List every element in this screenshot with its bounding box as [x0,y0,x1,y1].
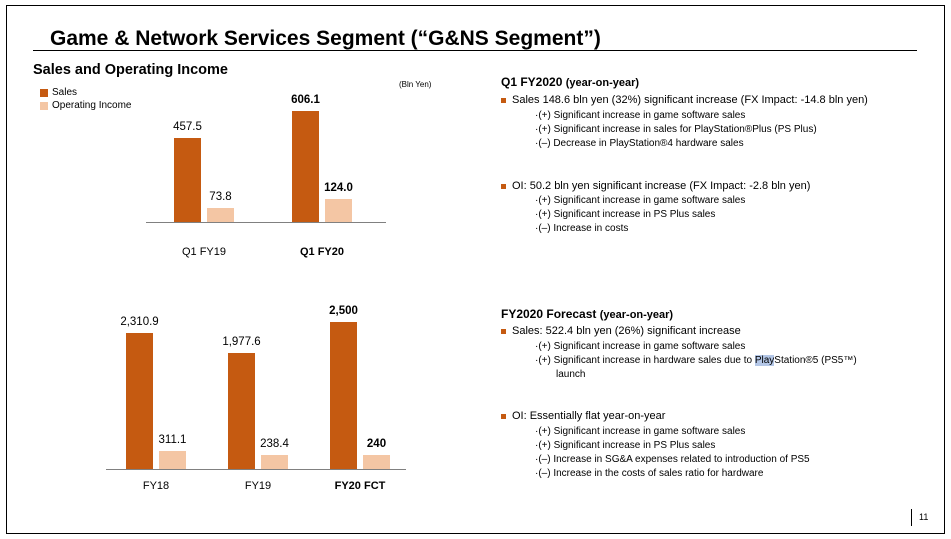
bar-operating-income [207,208,234,222]
bar-sales [330,322,357,469]
list-item: ·(–) Increase in costs [535,223,629,234]
category-label: Q1 FY20 [299,246,345,258]
q1-sales-bullet: Sales 148.6 bln yen (32%) significant in… [501,94,868,106]
data-label: 240 [366,438,387,450]
bar-operating-income [159,451,186,469]
bar-operating-income [261,455,288,469]
fy-sales-list: ·(+) Significant increase in game softwa… [535,340,857,382]
chart-baseline [146,222,386,223]
category-label: FY18 [142,480,170,492]
chart-legend: Sales Operating Income [40,86,132,112]
list-item: ·(+) Significant increase in PS Plus sal… [535,209,716,220]
q1-oi-text: OI: 50.2 bln yen significant increase (F… [512,180,811,192]
chart-baseline [106,469,406,470]
bullet-square-icon [501,183,506,189]
fy-heading-title: FY2020 Forecast [501,307,597,321]
fy-oi-list: ·(+) Significant increase in game softwa… [535,425,810,481]
unit-label: (Bln Yen) [399,80,432,89]
q1-oi-list: ·(+) Significant increase in game softwa… [535,194,745,236]
q1-oi-bullet: OI: 50.2 bln yen significant increase (F… [501,180,810,192]
list-item: ·(+) Significant increase in PS Plus sal… [535,440,716,451]
list-item-text: ·(+) Significant increase in hardware sa… [535,355,755,366]
data-label: 1,977.6 [222,336,261,348]
q1-heading-suffix: (year-on-year) [565,77,640,89]
bar-sales [174,138,201,222]
q1-heading: Q1 FY2020 (year-on-year) [501,75,639,89]
slide-frame [6,5,945,534]
page-number: 11 [919,512,929,522]
legend-swatch-sales [40,88,48,97]
data-label: 2,310.9 [120,316,159,328]
data-label: 73.8 [209,191,232,203]
section-title: Sales and Operating Income [33,62,228,78]
list-item: ·(+) Significant increase in hardware sa… [535,354,857,368]
title-divider [33,50,917,51]
data-label: 311.1 [158,434,187,446]
slide-title: Game & Network Services Segment (“G&NS S… [50,27,601,50]
category-label: Q1 FY19 [181,246,227,258]
list-item: ·(–) Increase in the costs of sales rati… [535,468,764,479]
fy-oi-text: OI: Essentially flat year-on-year [512,410,666,422]
data-label: 124.0 [324,182,353,194]
page-number-divider [911,509,912,526]
list-item: ·(+) Significant increase in game softwa… [535,341,746,352]
list-item: ·(+) Significant increase in game softwa… [535,426,746,437]
category-label: FY20 FCT [334,480,386,492]
legend-label-sales: Sales [52,87,78,98]
list-item-continuation: launch [556,369,586,380]
q1-sales-text: Sales 148.6 bln yen (32%) significant in… [512,94,868,106]
bar-sales [126,333,153,469]
fy-heading-suffix: (year-on-year) [599,309,674,321]
bullet-square-icon [501,413,506,419]
legend-label-operating-income: Operating Income [52,100,132,111]
data-label: 457.5 [173,121,202,133]
fy-heading: FY2020 Forecast (year-on-year) [501,307,673,321]
fy-sales-bullet: Sales: 522.4 bln yen (26%) significant i… [501,325,741,337]
legend-item-sales: Sales [40,86,132,99]
bar-sales [292,111,319,222]
category-label: FY19 [244,480,272,492]
bar-operating-income [363,455,390,469]
data-label: 2,500 [329,305,358,317]
fy-sales-text: Sales: 522.4 bln yen (26%) significant i… [512,325,741,337]
bar-operating-income [325,199,352,222]
bar-sales [228,353,255,469]
list-item: ·(+) Significant increase in sales for P… [535,124,817,135]
highlighted-text: Play [754,355,775,366]
list-item: ·(+) Significant increase in game softwa… [535,195,746,206]
list-item: ·(+) Significant increase in game softwa… [535,110,746,121]
data-label: 238.4 [260,438,289,450]
legend-item-operating-income: Operating Income [40,99,132,112]
list-item: ·(–) Decrease in PlayStation®4 hardware … [535,138,744,149]
list-item: ·(–) Increase in SG&A expenses related t… [535,454,810,465]
data-label: 606.1 [291,94,320,106]
fy-oi-bullet: OI: Essentially flat year-on-year [501,410,665,422]
q1-sales-list: ·(+) Significant increase in game softwa… [535,109,817,151]
list-item-text-rest: Station®5 (PS5™) [774,355,857,366]
bullet-square-icon [501,97,506,103]
legend-swatch-operating-income [40,101,48,110]
bullet-square-icon [501,328,506,334]
q1-heading-title: Q1 FY2020 [501,75,563,89]
